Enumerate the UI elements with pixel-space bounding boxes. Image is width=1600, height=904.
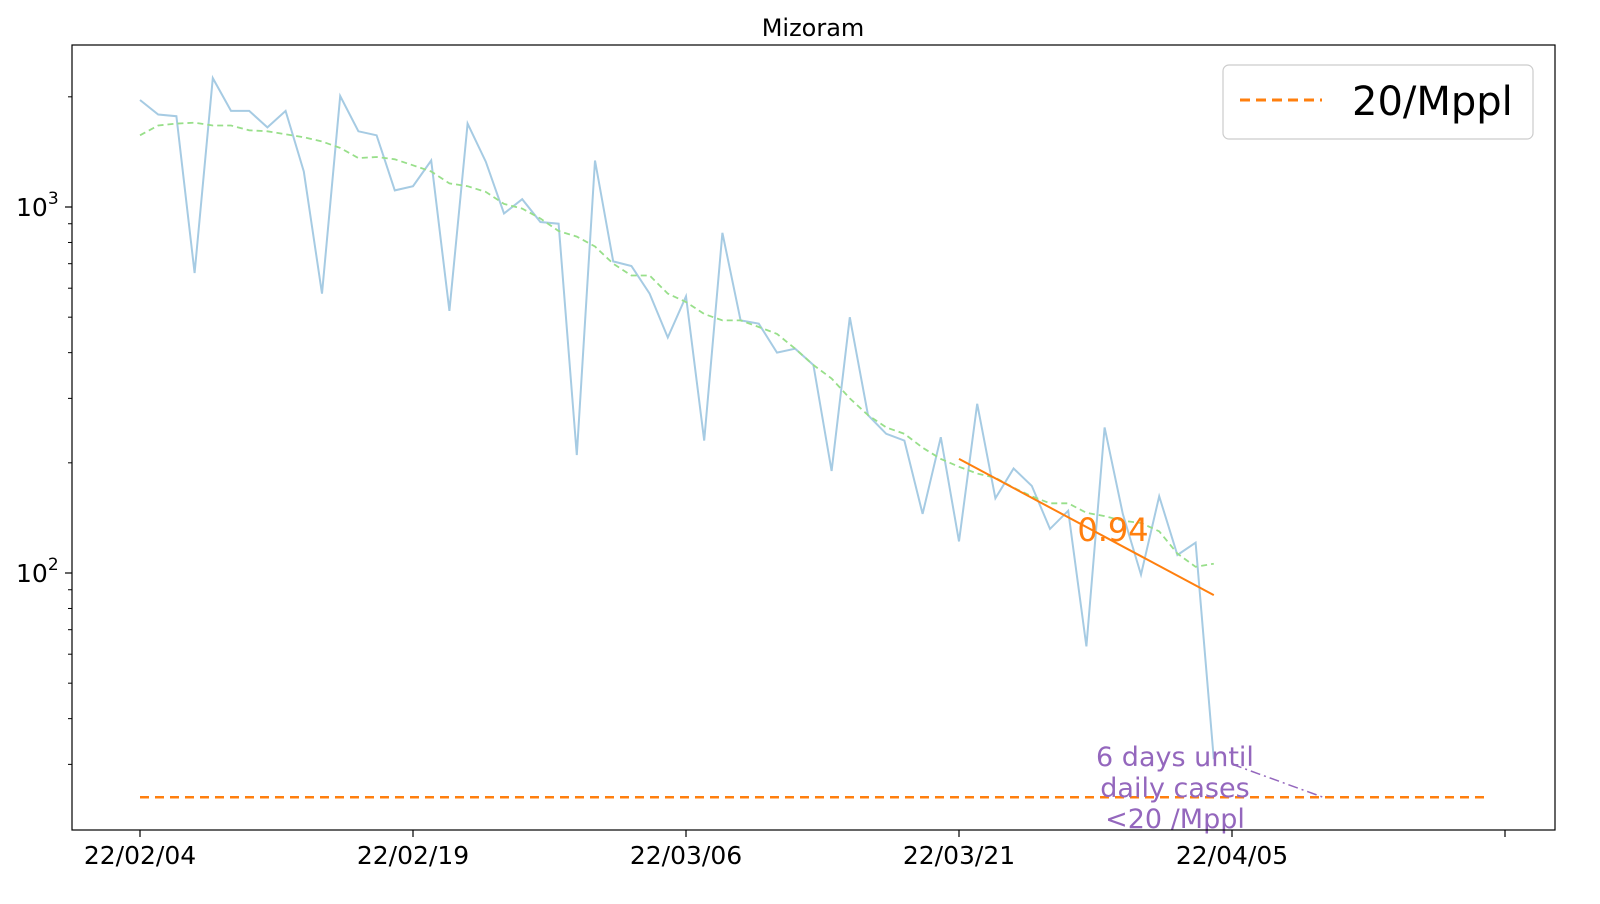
series-daily-cases-line <box>139 74 1215 760</box>
y-tick-label: 102 <box>16 555 59 588</box>
x-tick-label: 22/03/06 <box>630 841 742 870</box>
annotation-text-line: daily cases <box>1100 773 1249 804</box>
x-tick-label: 22/02/04 <box>84 841 196 870</box>
x-tick-label: 22/04/05 <box>1176 841 1288 870</box>
trend-fit-line <box>958 458 1215 597</box>
x-tick-label: 22/02/19 <box>357 841 469 870</box>
legend: 20/Mppl <box>1222 64 1534 140</box>
annotation-text-line: 6 days until <box>1096 742 1254 773</box>
annotation-arrow <box>1231 763 1324 798</box>
chart-title: Mizoram <box>762 14 865 42</box>
legend-label-threshold: 20/Mppl <box>1352 79 1513 125</box>
series-rolling-average-line <box>139 121 1214 568</box>
trend-fit-label: 0.94 <box>1077 511 1148 549</box>
y-tick-label: 103 <box>16 189 59 222</box>
plot-frame <box>71 44 1556 831</box>
legend-box <box>1222 64 1534 140</box>
axis-ticks: 22/02/04 22/02/19 22/03/06 22/03/21 22/04/05… <box>16 96 1506 870</box>
x-tick-label: 22/03/21 <box>903 841 1015 870</box>
